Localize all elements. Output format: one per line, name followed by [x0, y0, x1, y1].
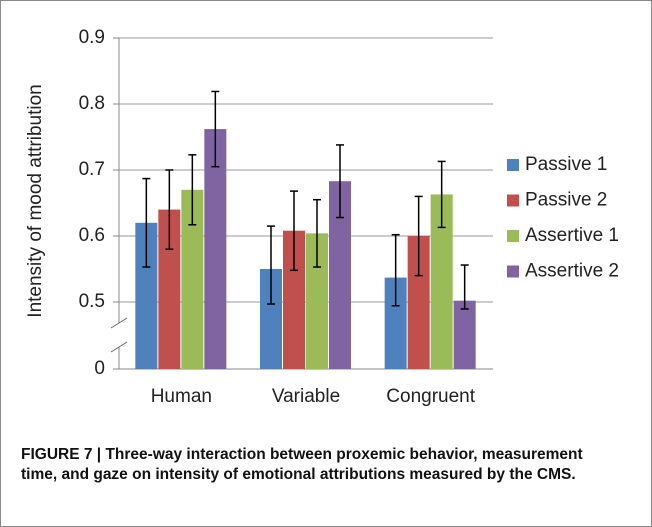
legend-label: Passive 1 — [525, 154, 607, 175]
bar — [306, 233, 328, 369]
bar — [204, 129, 227, 369]
x-tick-label: Human — [151, 386, 212, 407]
bar — [135, 222, 158, 369]
bar — [384, 277, 407, 369]
bar — [158, 209, 181, 369]
bar — [260, 269, 282, 369]
y-tick-label: 0.8 — [79, 93, 105, 114]
y-tick-label: 0.6 — [79, 225, 105, 246]
bar — [181, 189, 204, 369]
x-tick-label: Congruent — [386, 386, 475, 407]
y-tick-label: 0.9 — [79, 27, 105, 48]
y-tick-label: 0.7 — [79, 159, 105, 180]
caption-text: Three-way interaction between proxemic b… — [21, 446, 583, 483]
bar — [329, 181, 351, 369]
bar — [283, 230, 305, 369]
legend-swatch — [507, 230, 519, 242]
y-tick-label: 0 — [94, 358, 105, 379]
axis-break — [110, 341, 128, 353]
axis-break — [110, 317, 128, 329]
y-tick-label: 0.5 — [79, 291, 105, 312]
legend-swatch — [507, 159, 519, 171]
bar — [430, 194, 453, 369]
legend-swatch — [507, 265, 519, 278]
caption: FIGURE 7 | Three-way interaction between… — [21, 445, 621, 485]
chart: Intensity of mood attribution 0 0.5 0.6 0.7… — [25, 27, 619, 407]
caption-label: FIGURE 7 | — [21, 446, 102, 463]
x-tick-label: Variable — [272, 386, 340, 407]
y-axis-label: Intensity of mood attribution — [25, 84, 46, 317]
legend-label: Assertive 1 — [525, 225, 619, 246]
legend-label: Assertive 2 — [525, 261, 619, 282]
legend-swatch — [507, 194, 519, 207]
bar — [407, 236, 430, 369]
legend-label: Passive 2 — [525, 190, 607, 211]
bar — [453, 300, 476, 369]
